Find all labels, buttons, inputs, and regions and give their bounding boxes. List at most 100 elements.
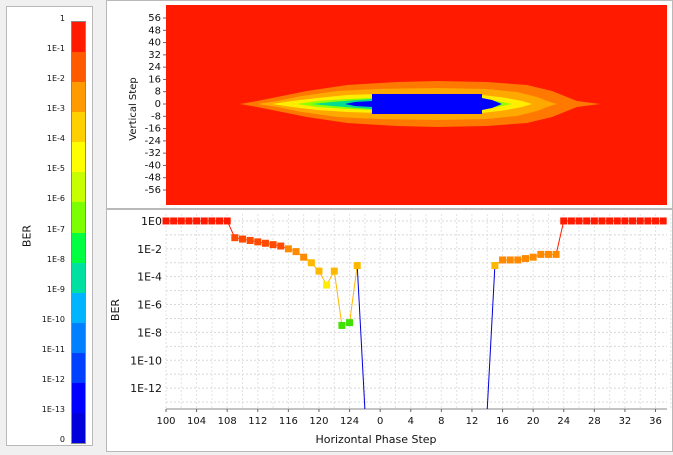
ber-data-point	[598, 217, 606, 225]
ber-data-point	[277, 242, 285, 250]
bathtub-x-tick-label: 20	[527, 416, 540, 427]
ber-data-point	[537, 250, 545, 258]
ber-data-point	[644, 217, 652, 225]
legend-tick-label: 1E-3	[46, 104, 65, 114]
legend-tick-label: 1	[59, 14, 65, 23]
ber-data-point	[506, 256, 514, 264]
legend-tick-label: 1E-5	[46, 164, 65, 174]
legend-band	[72, 322, 85, 354]
legend-tick-label: 1E-11	[41, 344, 65, 354]
eye-y-tick-label: -16	[145, 124, 161, 135]
bathtub-chart-panel: 1E0 1E-2 1E-4 1E-6 1E-8 1E-10 1E-12 100 104 108 1…	[106, 209, 673, 452]
ber-data-point	[552, 250, 560, 258]
legend-band	[72, 82, 85, 113]
ber-data-point	[177, 217, 185, 225]
legend-band	[72, 52, 85, 83]
ber-data-point	[499, 256, 507, 264]
legend-tick-label: 1E-4	[46, 134, 65, 144]
ber-data-point	[583, 217, 591, 225]
bathtub-y-tick-label: 1E-6	[137, 299, 162, 312]
bathtub-x-tick-label: 36	[649, 416, 662, 427]
series-segment	[349, 265, 358, 323]
ber-data-point	[529, 253, 537, 261]
ber-data-point	[307, 259, 315, 267]
legend-tick-label: 1E-6	[46, 194, 65, 204]
ber-data-point	[636, 217, 644, 225]
series-segment	[555, 220, 565, 255]
ber-data-point	[315, 267, 323, 275]
legend-band	[72, 262, 85, 294]
ber-data-point	[238, 235, 246, 243]
series-segment	[486, 265, 496, 410]
legend-tick-label: 1E-9	[46, 284, 65, 294]
eye-y-tick-label: -40	[145, 160, 161, 171]
ber-data-point	[254, 238, 262, 246]
eye-y-tick-label: 40	[148, 38, 161, 49]
bathtub-x-tick-label: 108	[218, 416, 237, 427]
legend-band	[72, 202, 85, 233]
bathtub-y-tick-label: 1E-12	[130, 382, 162, 395]
legend-band	[72, 112, 85, 143]
ber-data-point	[208, 217, 216, 225]
bathtub-x-tick-label: 24	[557, 416, 570, 427]
bathtub-x-tick-label: 32	[619, 416, 632, 427]
ber-data-point	[185, 217, 193, 225]
ber-data-point	[223, 217, 231, 225]
eye-diagram: Vertical Step 56484032241680-8-16-24-32-…	[128, 5, 667, 205]
eye-diagram-panel: Vertical Step 56 48 40 32 24 16 8 0 -8 -16 -24 -32-…	[106, 0, 673, 209]
bathtub-x-tick-label: 28	[588, 416, 601, 427]
bathtub-y-tick-label: 1E-4	[137, 271, 162, 284]
eye-y-axis-label: Vertical Step	[128, 77, 139, 140]
ber-data-point	[200, 217, 208, 225]
ber-data-point	[300, 253, 308, 261]
bathtub-x-tick-label: 116	[279, 416, 298, 427]
bathtub-plot-area	[166, 214, 667, 409]
eye-y-tick-label: -24	[145, 136, 161, 147]
eye-y-tick-label: -48	[145, 173, 161, 184]
eye-y-tick-label: -56	[145, 185, 161, 196]
eye-y-tick-label: 56	[148, 13, 161, 24]
ber-data-point	[575, 217, 583, 225]
ber-data-point	[269, 241, 277, 249]
eye-y-tick-label: 8	[155, 87, 161, 98]
legend-tick-label: 0	[59, 435, 65, 444]
eye-opening-left	[345, 101, 372, 107]
ber-data-point	[346, 319, 354, 327]
bathtub-y-tick-label: 1E-10	[130, 354, 162, 367]
bathtub-y-tick-label: 1E0	[141, 215, 162, 228]
ber-data-point	[292, 248, 300, 256]
ber-data-point	[330, 267, 338, 275]
ber-data-point	[629, 217, 637, 225]
bathtub-x-tick-label: 4	[408, 416, 414, 427]
series-segment	[356, 265, 366, 410]
ber-data-point	[170, 217, 178, 225]
legend-band	[72, 172, 85, 203]
legend-tick-label: 1E-12	[41, 374, 65, 384]
ber-data-point	[353, 262, 361, 270]
ber-data-point	[521, 255, 529, 263]
ber-data-point	[284, 245, 292, 253]
legend-tick-label: 1E-8	[46, 254, 65, 264]
eye-y-tick-label: -32	[145, 148, 161, 159]
bathtub-x-axis-label: Horizontal Phase Step	[315, 433, 436, 446]
legend-color-bar	[71, 21, 86, 444]
ber-data-point	[613, 217, 621, 225]
ber-data-point	[491, 262, 499, 270]
bathtub-x-tick-label: 124	[340, 416, 359, 427]
ber-data-point	[606, 217, 614, 225]
ber-data-point	[338, 321, 346, 329]
legend-band	[72, 142, 85, 173]
ber-data-point	[514, 256, 522, 264]
eye-y-tick-label: 24	[148, 62, 161, 73]
ber-data-point	[659, 217, 667, 225]
ber-data-point	[162, 217, 170, 225]
legend-tick-label: 1E-10	[41, 314, 65, 324]
eye-opening	[372, 94, 482, 114]
legend-band	[72, 382, 85, 414]
ber-data-point	[193, 217, 201, 225]
ber-data-point	[216, 217, 224, 225]
legend-tick-label: 1E-13	[41, 404, 65, 414]
eye-y-tick-label: 0	[155, 99, 161, 110]
legend-band	[72, 412, 85, 444]
bathtub-x-tick-label: 104	[187, 416, 206, 427]
